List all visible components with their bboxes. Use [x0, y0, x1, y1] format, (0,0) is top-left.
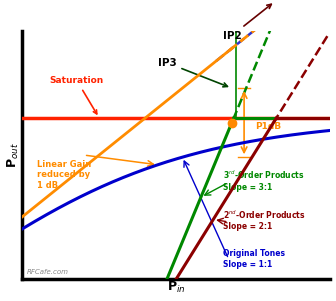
Text: IP3: IP3 [158, 58, 227, 87]
Y-axis label: P$_{out}$: P$_{out}$ [6, 142, 20, 168]
X-axis label: P$_{in}$: P$_{in}$ [167, 280, 185, 296]
Text: P1dB: P1dB [255, 122, 281, 131]
Text: Linear Gain
reduced by
1 dB: Linear Gain reduced by 1 dB [38, 160, 92, 190]
Text: 3$^{rd}$-Order Products
Slope = 3:1: 3$^{rd}$-Order Products Slope = 3:1 [222, 169, 304, 192]
Text: RFCafe.com: RFCafe.com [27, 269, 69, 275]
Text: 2$^{nd}$-Order Products
Slope = 2:1: 2$^{nd}$-Order Products Slope = 2:1 [222, 209, 305, 231]
Text: Saturation: Saturation [50, 76, 104, 114]
Text: Original Tones
Slope = 1:1: Original Tones Slope = 1:1 [222, 249, 285, 268]
Text: IP2: IP2 [222, 4, 271, 41]
